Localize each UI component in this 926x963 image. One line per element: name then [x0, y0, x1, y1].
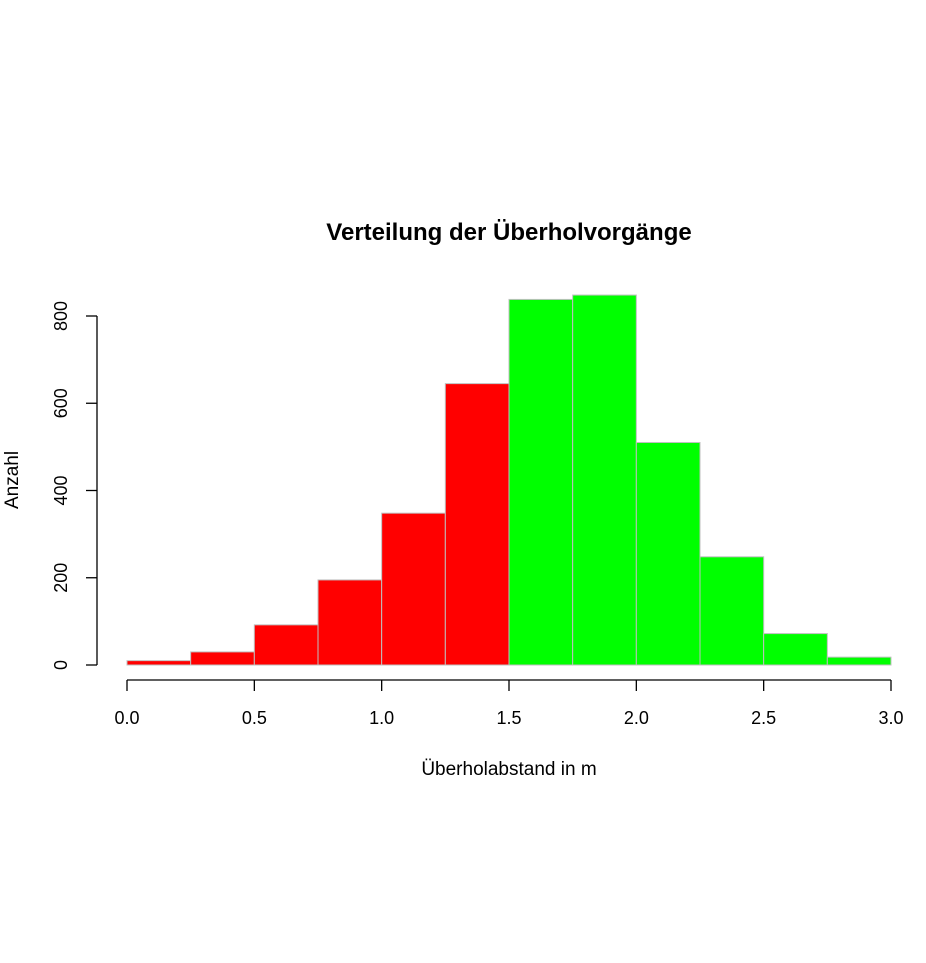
histogram-bar-2 — [253, 624, 319, 666]
y-tick-label-0: 0 — [51, 660, 71, 670]
histogram-bar-4 — [381, 512, 446, 666]
histogram-bar-11 — [826, 656, 892, 666]
histogram-bar-9 — [699, 556, 765, 666]
histogram-bar-10 — [763, 633, 828, 666]
histogram-bar-7 — [572, 294, 637, 666]
histogram-bar-0 — [126, 660, 192, 666]
x-tick-label-4: 2.0 — [624, 708, 649, 728]
x-tick-label-1: 0.5 — [242, 708, 267, 728]
histogram-bar-3 — [317, 579, 383, 666]
y-tick-label-4: 800 — [51, 301, 71, 331]
histogram-bar-6 — [508, 298, 574, 666]
chart-title: Verteilung der Überholvorgänge — [326, 219, 691, 246]
x-tick-label-2: 1.0 — [369, 708, 394, 728]
y-tick-label-1: 200 — [51, 563, 71, 593]
x-tick-label-5: 2.5 — [751, 708, 776, 728]
x-tick-label-3: 1.5 — [496, 708, 521, 728]
x-axis-label: Überholabstand in m — [421, 759, 596, 780]
y-axis-label: Anzahl — [2, 451, 23, 509]
bars-group — [126, 294, 892, 666]
y-tick-label-2: 400 — [51, 475, 71, 505]
x-tick-label-6: 3.0 — [878, 708, 903, 728]
y-axis: 0 200 400 600 800 — [51, 301, 98, 670]
x-tick-label-0: 0.0 — [114, 708, 139, 728]
histogram-bar-5 — [444, 383, 510, 666]
histogram-bar-1 — [190, 651, 255, 666]
y-tick-label-3: 600 — [51, 388, 71, 418]
histogram-bar-8 — [635, 442, 701, 666]
x-axis: 0.0 0.5 1.0 1.5 2.0 2.5 3.0 — [114, 679, 904, 728]
